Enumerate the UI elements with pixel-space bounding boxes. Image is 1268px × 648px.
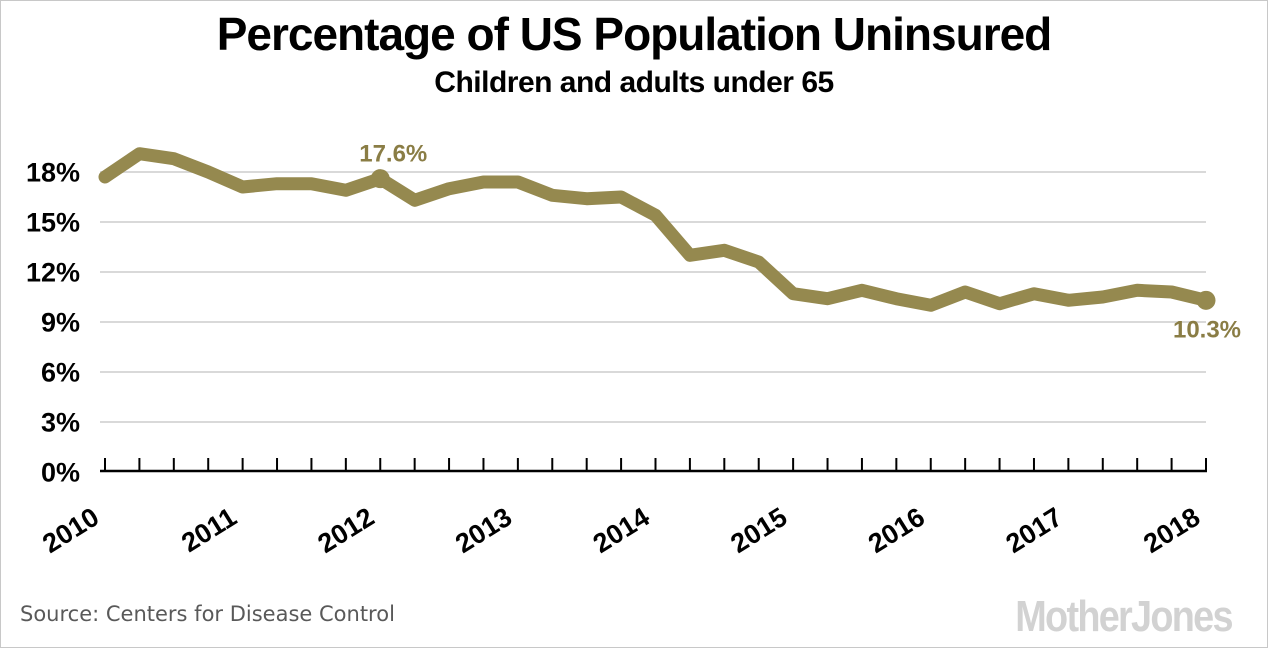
data-point-label-10.3%: 10.3%: [1173, 316, 1241, 343]
data-point-marker-17.6%: [370, 169, 390, 189]
source-note: Source: Centers for Disease Control: [20, 602, 395, 626]
x-tick-label-2012: 2012: [313, 502, 380, 559]
y-tick-label-15pct: 15%: [26, 208, 80, 238]
y-tick-label-9pct: 9%: [41, 308, 80, 338]
x-tick-label-2015: 2015: [725, 502, 792, 559]
x-tick-label-2014: 2014: [588, 502, 655, 559]
gridlines: [100, 171, 1206, 423]
chart-title: Percentage of US Population Uninsured: [216, 8, 1053, 60]
data-point-annotations: 17.6% 10.3%: [359, 141, 1241, 344]
x-tick-label-2013: 2013: [450, 502, 517, 559]
motherjones-logo: MotherJones: [1015, 592, 1233, 641]
data-point-label-17.6%: 17.6%: [359, 141, 427, 168]
y-tick-label-6pct: 6%: [41, 358, 80, 388]
x-axis: [100, 458, 1207, 473]
y-tick-label-18pct: 18%: [26, 158, 80, 188]
y-tick-label-12pct: 12%: [26, 258, 80, 288]
x-tick-label-2010: 2010: [37, 502, 104, 559]
x-tick-label-2017: 2017: [1001, 502, 1068, 559]
uninsured-rate-line-series: [98, 147, 1213, 312]
data-point-marker-10.3%: [1196, 290, 1216, 310]
y-tick-label-0pct: 0%: [41, 458, 80, 488]
x-tick-label-2011: 2011: [176, 502, 242, 558]
uninsured-rate-line: [98, 147, 1213, 312]
chart-subtitle: Children and adults under 65: [434, 66, 834, 99]
x-tick-label-2016: 2016: [863, 502, 930, 559]
x-axis-tick-labels: 2010 2011 2012 2013 2014 2015 2016 2017 2018: [37, 502, 1205, 559]
y-axis-tick-labels: 0% 3% 6% 9% 12% 15% 18%: [26, 158, 80, 488]
y-tick-label-3pct: 3%: [41, 408, 80, 438]
x-tick-label-2018: 2018: [1138, 502, 1205, 559]
